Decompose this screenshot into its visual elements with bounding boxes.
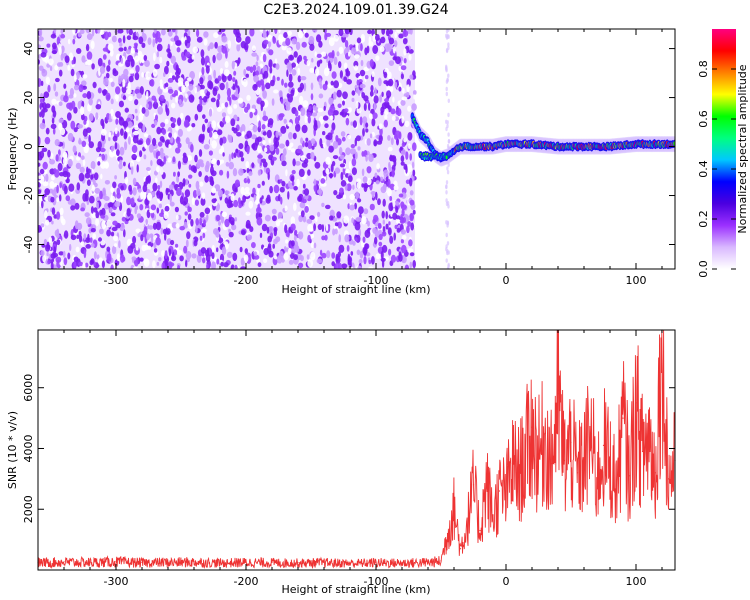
snr-sample-point — [63, 561, 65, 563]
spectrogram-x-tick-label: 0 — [503, 274, 510, 287]
snr-sample-point — [615, 484, 618, 486]
spectrogram-x-axis-label: Height of straight line (km) — [281, 283, 430, 296]
snr-y-tick-label: 2000 — [22, 495, 35, 523]
colorbar-tick-label: 0.4 — [697, 160, 710, 178]
snr-sample-point — [589, 432, 592, 434]
snr-sample-point — [349, 562, 351, 564]
spectrogram-x-tick-label: -100 — [364, 274, 389, 287]
colorbar-ticks: 0.0 0.2 0.4 0.6 0.8 — [697, 60, 736, 278]
spectrogram-y-tick-label: 40 — [22, 42, 35, 56]
snr-sample-point — [570, 441, 572, 443]
snr-sample-point — [511, 463, 514, 465]
spectrogram-y-tick-label: 0 — [22, 143, 35, 150]
snr-sample-point — [401, 562, 403, 564]
snr-sample-point — [427, 561, 429, 563]
noise-blobs — [38, 29, 451, 269]
snr-sample-point — [641, 450, 644, 453]
snr-sample-point — [498, 490, 501, 492]
snr-sample-point — [596, 478, 598, 480]
snr-sample-point — [492, 514, 494, 516]
colorbar-tick-label: 0.6 — [697, 110, 710, 128]
snr-trace — [37, 329, 675, 570]
spectrogram-y-axis-label: Frequency (Hz) — [6, 108, 19, 191]
colorbar-label: Normalized spectral amplitude — [736, 64, 749, 233]
snr-sample-point — [323, 561, 325, 564]
spectrogram-heatmap — [38, 29, 675, 269]
snr-sample-point — [375, 561, 377, 564]
colorbar-tick-label: 0.2 — [697, 210, 710, 228]
snr-sample-point — [531, 426, 533, 428]
snr-y-tick-label: 6000 — [22, 374, 35, 402]
snr-sample-point — [141, 561, 143, 564]
snr-sample-point — [446, 532, 449, 535]
snr-sample-point — [167, 561, 169, 563]
snr-sample-point — [115, 560, 117, 563]
snr-sample-point — [89, 561, 91, 563]
snr-sample-point — [219, 562, 221, 564]
spectrogram-y-tick-label: 20 — [22, 91, 35, 105]
snr-sample-point — [654, 472, 657, 474]
snr-sample-point — [609, 460, 611, 462]
snr-sample-point — [459, 548, 462, 550]
colorbar: 0.0 0.2 0.4 0.6 0.8 Normalized spectral ampl… — [697, 29, 749, 278]
snr-sample-point — [635, 402, 637, 404]
spectrogram-frame — [37, 28, 676, 270]
colorbar-gradient — [712, 29, 736, 269]
snr-x-axis-label: Height of straight line (km) — [281, 583, 430, 596]
snr-axis-ticks: -300 -200 -100 0 100 2000 4000 6000 — [22, 330, 675, 588]
figure-title: C2E3.2024.109.01.39.G24 — [263, 2, 448, 18]
snr-line-series — [37, 329, 676, 570]
snr-panel: -300 -200 -100 0 100 2000 4000 6000 Height of s… — [6, 329, 676, 596]
snr-sample-point — [622, 417, 624, 419]
snr-sample-point — [537, 454, 540, 456]
snr-sample-point — [453, 505, 455, 507]
snr-sample-point — [271, 561, 273, 564]
spectrogram-x-tick-label: 100 — [626, 274, 647, 287]
snr-sample-point — [524, 450, 527, 453]
colorbar-tick-label: 0.8 — [697, 60, 710, 78]
snr-sample-point — [485, 481, 488, 483]
signal-ridge — [409, 109, 675, 167]
snr-sample-point — [440, 560, 442, 562]
snr-sample-point — [550, 463, 553, 465]
snr-sample-point — [472, 484, 475, 486]
snr-x-tick-label: -300 — [104, 575, 129, 588]
colorbar-tick-label: 0.0 — [697, 260, 710, 278]
snr-x-tick-label: 100 — [626, 575, 647, 588]
snr-sample-point — [245, 561, 247, 563]
snr-sample-point — [628, 475, 631, 477]
snr-sample-point — [544, 432, 546, 434]
snr-frame — [37, 329, 676, 571]
snr-y-axis-label: SNR (10 * v/v) — [6, 411, 19, 489]
snr-sample-point — [576, 472, 579, 474]
snr-sample-point — [648, 432, 650, 434]
spectrogram-x-tick-label: -300 — [104, 274, 129, 287]
spectrogram-x-tick-label: -200 — [234, 274, 259, 287]
snr-sample-point — [518, 472, 520, 474]
spectrogram-y-tick-label: -40 — [22, 236, 35, 254]
snr-sample-point — [466, 523, 468, 526]
snr-sample-point — [557, 393, 559, 395]
snr-sample-point — [193, 561, 195, 563]
snr-x-tick-label: 0 — [503, 575, 510, 588]
snr-x-tick-label: -200 — [234, 575, 259, 588]
snr-sample-point — [563, 460, 566, 462]
snr-y-tick-label: 4000 — [22, 434, 35, 462]
snr-sample-point — [479, 529, 481, 532]
snr-sample-point — [583, 457, 585, 459]
spectrogram-y-tick-label: -20 — [22, 187, 35, 205]
snr-sample-point — [505, 490, 507, 492]
snr-x-tick-label: -100 — [364, 575, 389, 588]
snr-sample-point — [602, 444, 605, 446]
snr-sample-point — [667, 478, 670, 480]
snr-sample-point — [297, 562, 299, 564]
